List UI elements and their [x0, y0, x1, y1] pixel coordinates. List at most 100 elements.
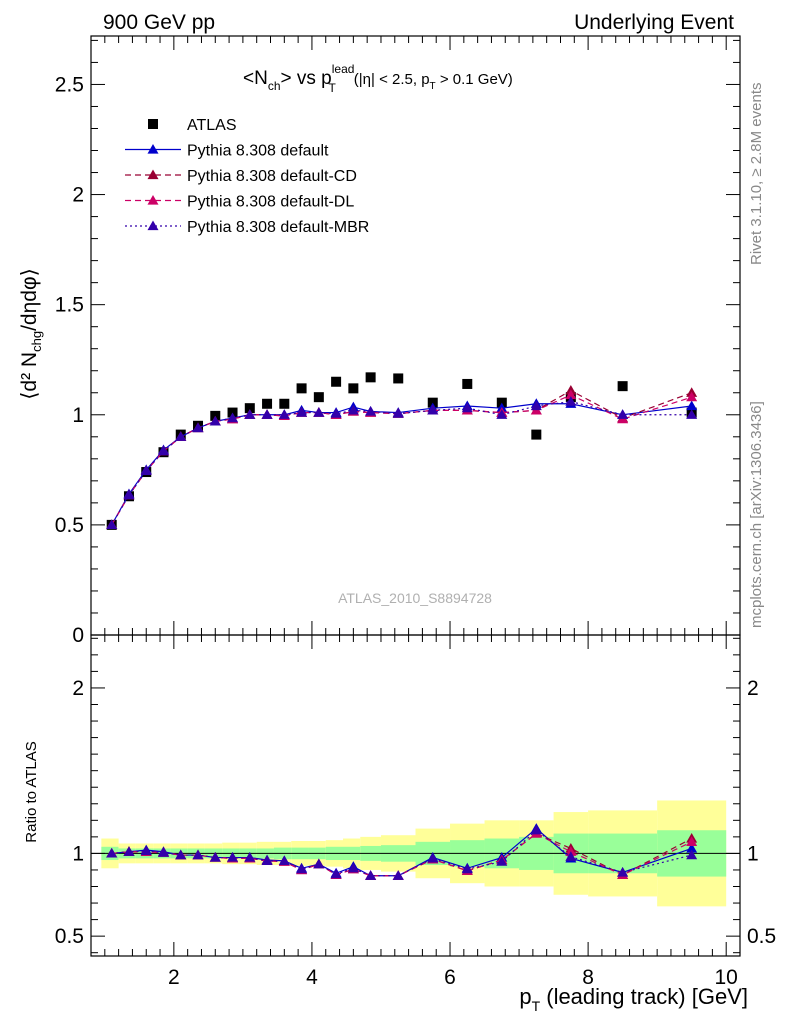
series-point-mbr	[347, 404, 359, 415]
x-tick-label: 10	[715, 966, 738, 989]
y-tick-label: 2	[747, 677, 759, 700]
y-tick-label: 2	[72, 677, 84, 700]
series-point-mbr	[296, 407, 308, 417]
y-tick-label: 2	[72, 184, 84, 207]
atlas-data-point	[262, 398, 273, 409]
ratio-point-mbr	[140, 845, 152, 856]
plot-title: <Nch> vs plead T (|η| < 2.5, pT > 0.1 GeV)	[243, 62, 513, 95]
series-point-mbr	[175, 431, 187, 441]
ratio-point-mbr	[617, 866, 629, 877]
legend-marker-cd	[147, 169, 159, 180]
atlas-data-point	[393, 373, 404, 384]
ratio-point-mbr	[106, 847, 118, 858]
header-right: Underlying Event	[574, 11, 734, 34]
series-point-dl	[686, 391, 698, 402]
series-point-mbr	[157, 445, 169, 456]
header-left: 900 GeV pp	[103, 11, 215, 34]
side-label-mcplots: mcplots.cern.ch [arXiv:1306.3436]	[748, 401, 765, 628]
y-tick-label: 2.5	[55, 73, 84, 96]
ratio-point-mbr	[392, 870, 404, 880]
ratio-point-mbr	[261, 855, 273, 865]
series-point-mbr	[209, 415, 221, 426]
ratio-point-mbr	[461, 863, 473, 874]
legend-marker-default	[147, 144, 159, 154]
atlas-data-point	[531, 429, 542, 440]
legend: ATLAS Pythia 8.308 default Pythia 8.308 de…	[125, 117, 369, 236]
ratio-point-mbr	[347, 862, 359, 873]
series-line-dl	[111, 394, 692, 526]
x-axis-label: pT (leading track) [GeV]	[519, 984, 748, 1014]
series-point-dl	[565, 389, 577, 400]
legend-label-dl: Pythia 8.308 default-DL	[187, 194, 354, 211]
atlas-data-point	[279, 398, 290, 409]
series-point-mbr	[278, 409, 290, 419]
atlas-data-point	[244, 403, 255, 414]
analysis-watermark: ATLAS_2010_S8894728	[338, 590, 492, 606]
y-tick-label: 1	[747, 842, 759, 865]
ratio-panel: 2 4 6 8 10 0.5 0.5 1 1 2 2	[55, 634, 776, 989]
ratio-point-dl	[565, 846, 577, 856]
series-point-mbr	[261, 409, 273, 419]
ratio-point-mbr	[496, 856, 508, 866]
y-tick-label: 0.5	[55, 925, 84, 948]
series-point-mbr	[617, 409, 629, 419]
series-point-mbr	[227, 412, 239, 423]
legend-label-cd: Pythia 8.308 default-CD	[187, 168, 357, 185]
legend-label-mbr: Pythia 8.308 default-MBR	[187, 219, 369, 236]
series-point-mbr	[427, 404, 439, 415]
atlas-data-point	[617, 381, 628, 392]
ratio-point-mbr	[278, 855, 290, 865]
y-tick-label: 1	[72, 842, 84, 865]
atlas-data-point	[227, 407, 238, 418]
series-line-mbr	[111, 400, 692, 526]
y-tick-label: 1	[72, 404, 84, 427]
series-point-mbr	[106, 519, 118, 530]
y-tick-label: 0.5	[747, 925, 776, 948]
ratio-point-mbr	[530, 824, 542, 835]
atlas-data-point	[313, 392, 324, 403]
series-point-mbr	[392, 408, 404, 418]
ratio-point-default	[686, 842, 698, 853]
series-point-mbr	[496, 409, 508, 419]
series-point-mbr	[313, 407, 325, 417]
legend-label-default: Pythia 8.308 default	[187, 143, 329, 160]
y-tick-label: 0	[72, 624, 84, 647]
ratio-point-mbr	[313, 858, 325, 869]
ratio-point-dl	[686, 836, 698, 846]
ratio-point-mbr	[244, 852, 256, 862]
series-point-default	[686, 400, 698, 411]
series-point-mbr	[565, 396, 577, 406]
atlas-data-point	[496, 397, 507, 408]
ratio-point-mbr	[365, 870, 377, 880]
ratio-point-mbr	[296, 863, 308, 874]
y-tick-label: 0.5	[55, 514, 84, 537]
ratio-point-mbr	[209, 852, 221, 862]
legend-label-data: ATLAS	[187, 117, 237, 134]
series-point-mbr	[140, 465, 152, 476]
ratio-point-mbr	[123, 846, 135, 856]
ratio-point-mbr	[227, 852, 239, 862]
ratio-frame	[90, 634, 741, 957]
ratio-point-mbr	[686, 849, 698, 860]
series-point-mbr	[365, 405, 377, 416]
series-point-mbr	[461, 402, 473, 413]
atlas-data-point	[210, 410, 221, 421]
y-tick-label: 1.5	[55, 294, 84, 317]
main-ylabel: ⟨d² Nchg/dηdφ⟩	[18, 268, 44, 400]
atlas-data-point	[462, 378, 473, 389]
atlas-data-point	[427, 397, 438, 408]
atlas-data-point	[331, 376, 342, 387]
series-point-mbr	[330, 408, 342, 418]
series-point-mbr	[686, 409, 698, 419]
x-tick-label: 2	[168, 966, 180, 989]
main-panel: 0 0.5 1 1.5 2 2.5	[55, 35, 741, 647]
legend-marker-data	[148, 119, 158, 129]
x-tick-label: 4	[306, 966, 318, 989]
ratio-point-mbr	[192, 849, 204, 860]
series-point-mbr	[123, 489, 135, 500]
ratio-point-mbr	[175, 849, 187, 860]
ratio-point-mbr	[565, 851, 577, 861]
ratio-ylabel: Ratio to ATLAS	[23, 741, 40, 842]
side-label-rivet: Rivet 3.1.10, ≥ 2.8M events	[748, 83, 765, 266]
series-point-mbr	[192, 422, 204, 433]
